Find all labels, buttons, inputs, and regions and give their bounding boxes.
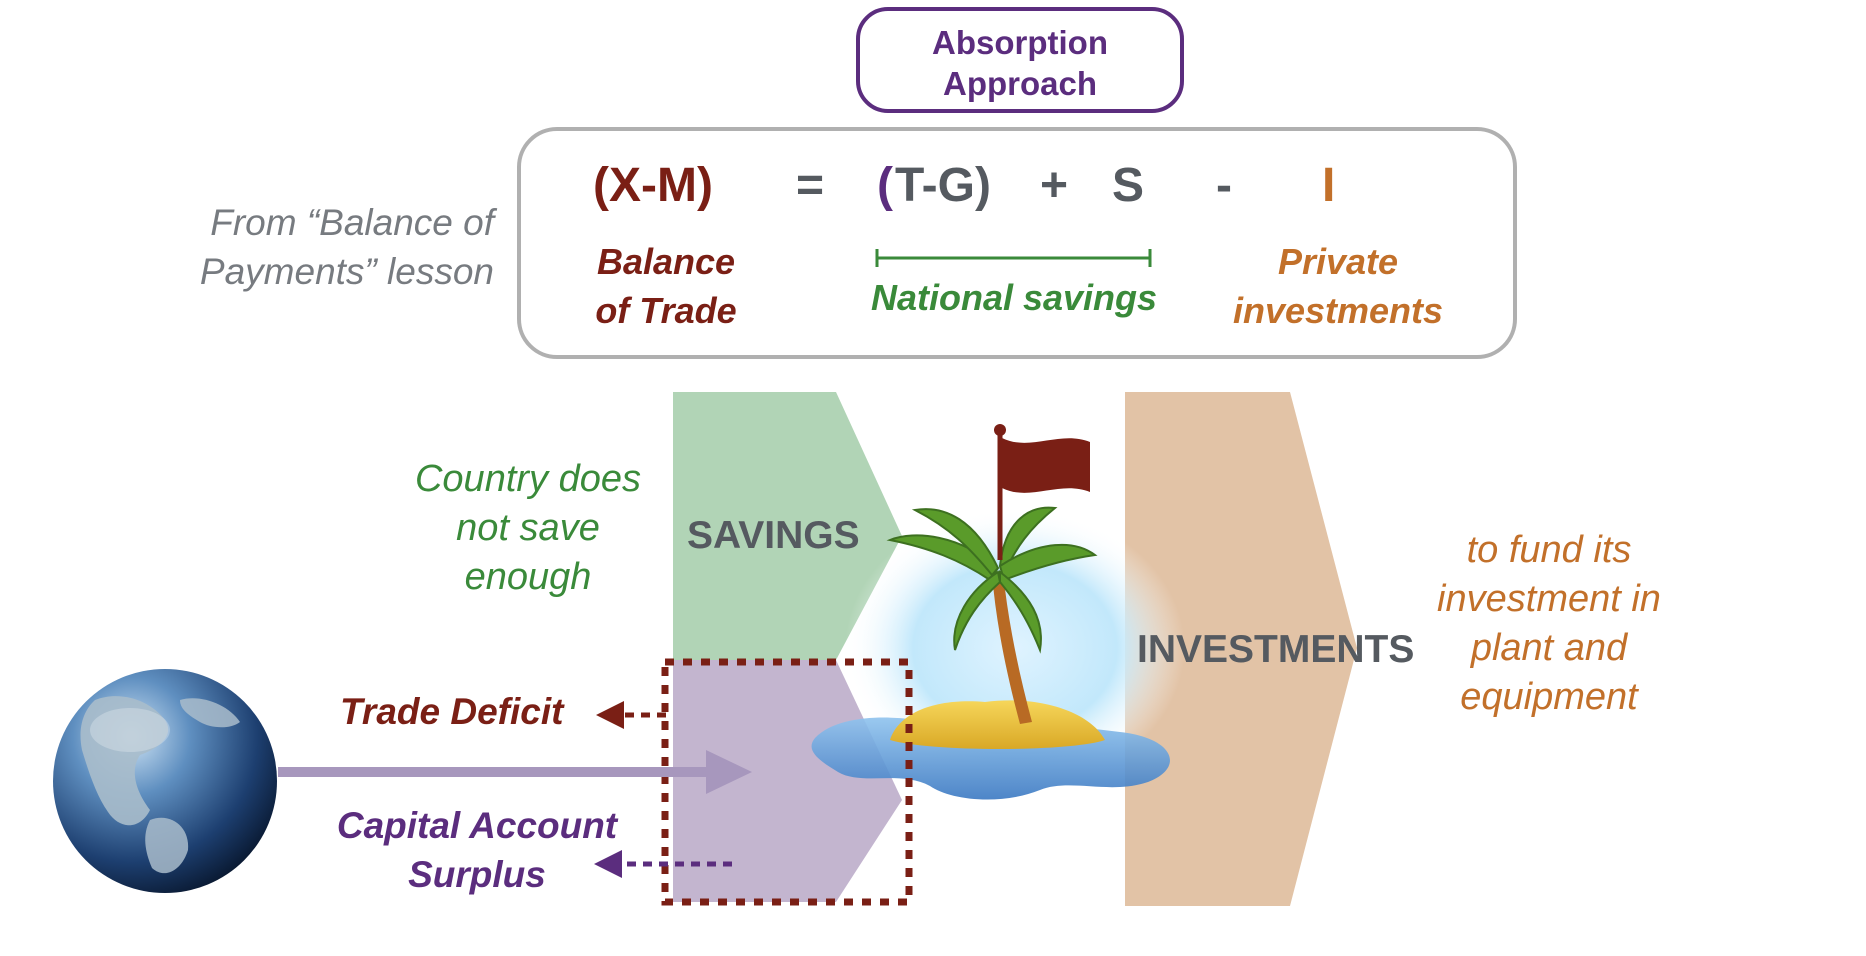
equation-xm: (X-M) bbox=[593, 159, 713, 212]
equation-equals: = bbox=[796, 159, 825, 212]
savings-arrow bbox=[673, 392, 902, 660]
source-note: From “Balance of Payments” lesson bbox=[199, 202, 494, 292]
equation-box bbox=[517, 127, 1517, 359]
island-sand bbox=[890, 700, 1105, 749]
savings-label: SAVINGS bbox=[687, 514, 860, 557]
title-label: Absorption Approach bbox=[932, 24, 1108, 102]
equation-s: S bbox=[1112, 159, 1145, 212]
equation-tg: T-G) bbox=[895, 159, 991, 212]
globe-icon bbox=[53, 669, 277, 893]
balance-of-trade-label: Balance of Trade bbox=[595, 241, 737, 331]
national-savings-bracket bbox=[875, 249, 1152, 267]
palm-trunk bbox=[992, 572, 1032, 724]
dotted-box bbox=[661, 658, 913, 906]
not-save-enough-label: Country does not save enough bbox=[414, 458, 641, 598]
capital-surplus-arrowhead bbox=[594, 850, 622, 878]
investments-label: INVESTMENTS bbox=[1137, 628, 1415, 671]
flag-banner bbox=[1002, 438, 1090, 493]
trade-deficit-label: Trade Deficit bbox=[340, 691, 564, 732]
palm-leaves bbox=[886, 506, 1098, 654]
capital-flow-arrowhead bbox=[706, 750, 752, 794]
investments-arrow bbox=[1125, 392, 1357, 906]
trade-deficit-arrowhead bbox=[596, 701, 624, 729]
equation-minus: - bbox=[1216, 159, 1232, 212]
title-box bbox=[856, 7, 1184, 113]
equation-plus: + bbox=[1040, 159, 1069, 212]
capital-inflow-arrow bbox=[673, 660, 902, 902]
fund-investment-label: to fund its investment in plant and equi… bbox=[1437, 529, 1661, 718]
equation-i: I bbox=[1322, 159, 1336, 212]
capital-account-surplus-label: Capital Account Surplus bbox=[336, 805, 618, 895]
equation-open-paren: ( bbox=[877, 159, 893, 212]
private-investments-label: Private investments bbox=[1232, 241, 1444, 331]
flag-pole-top bbox=[994, 424, 1006, 436]
national-savings-label: National savings bbox=[870, 277, 1158, 318]
